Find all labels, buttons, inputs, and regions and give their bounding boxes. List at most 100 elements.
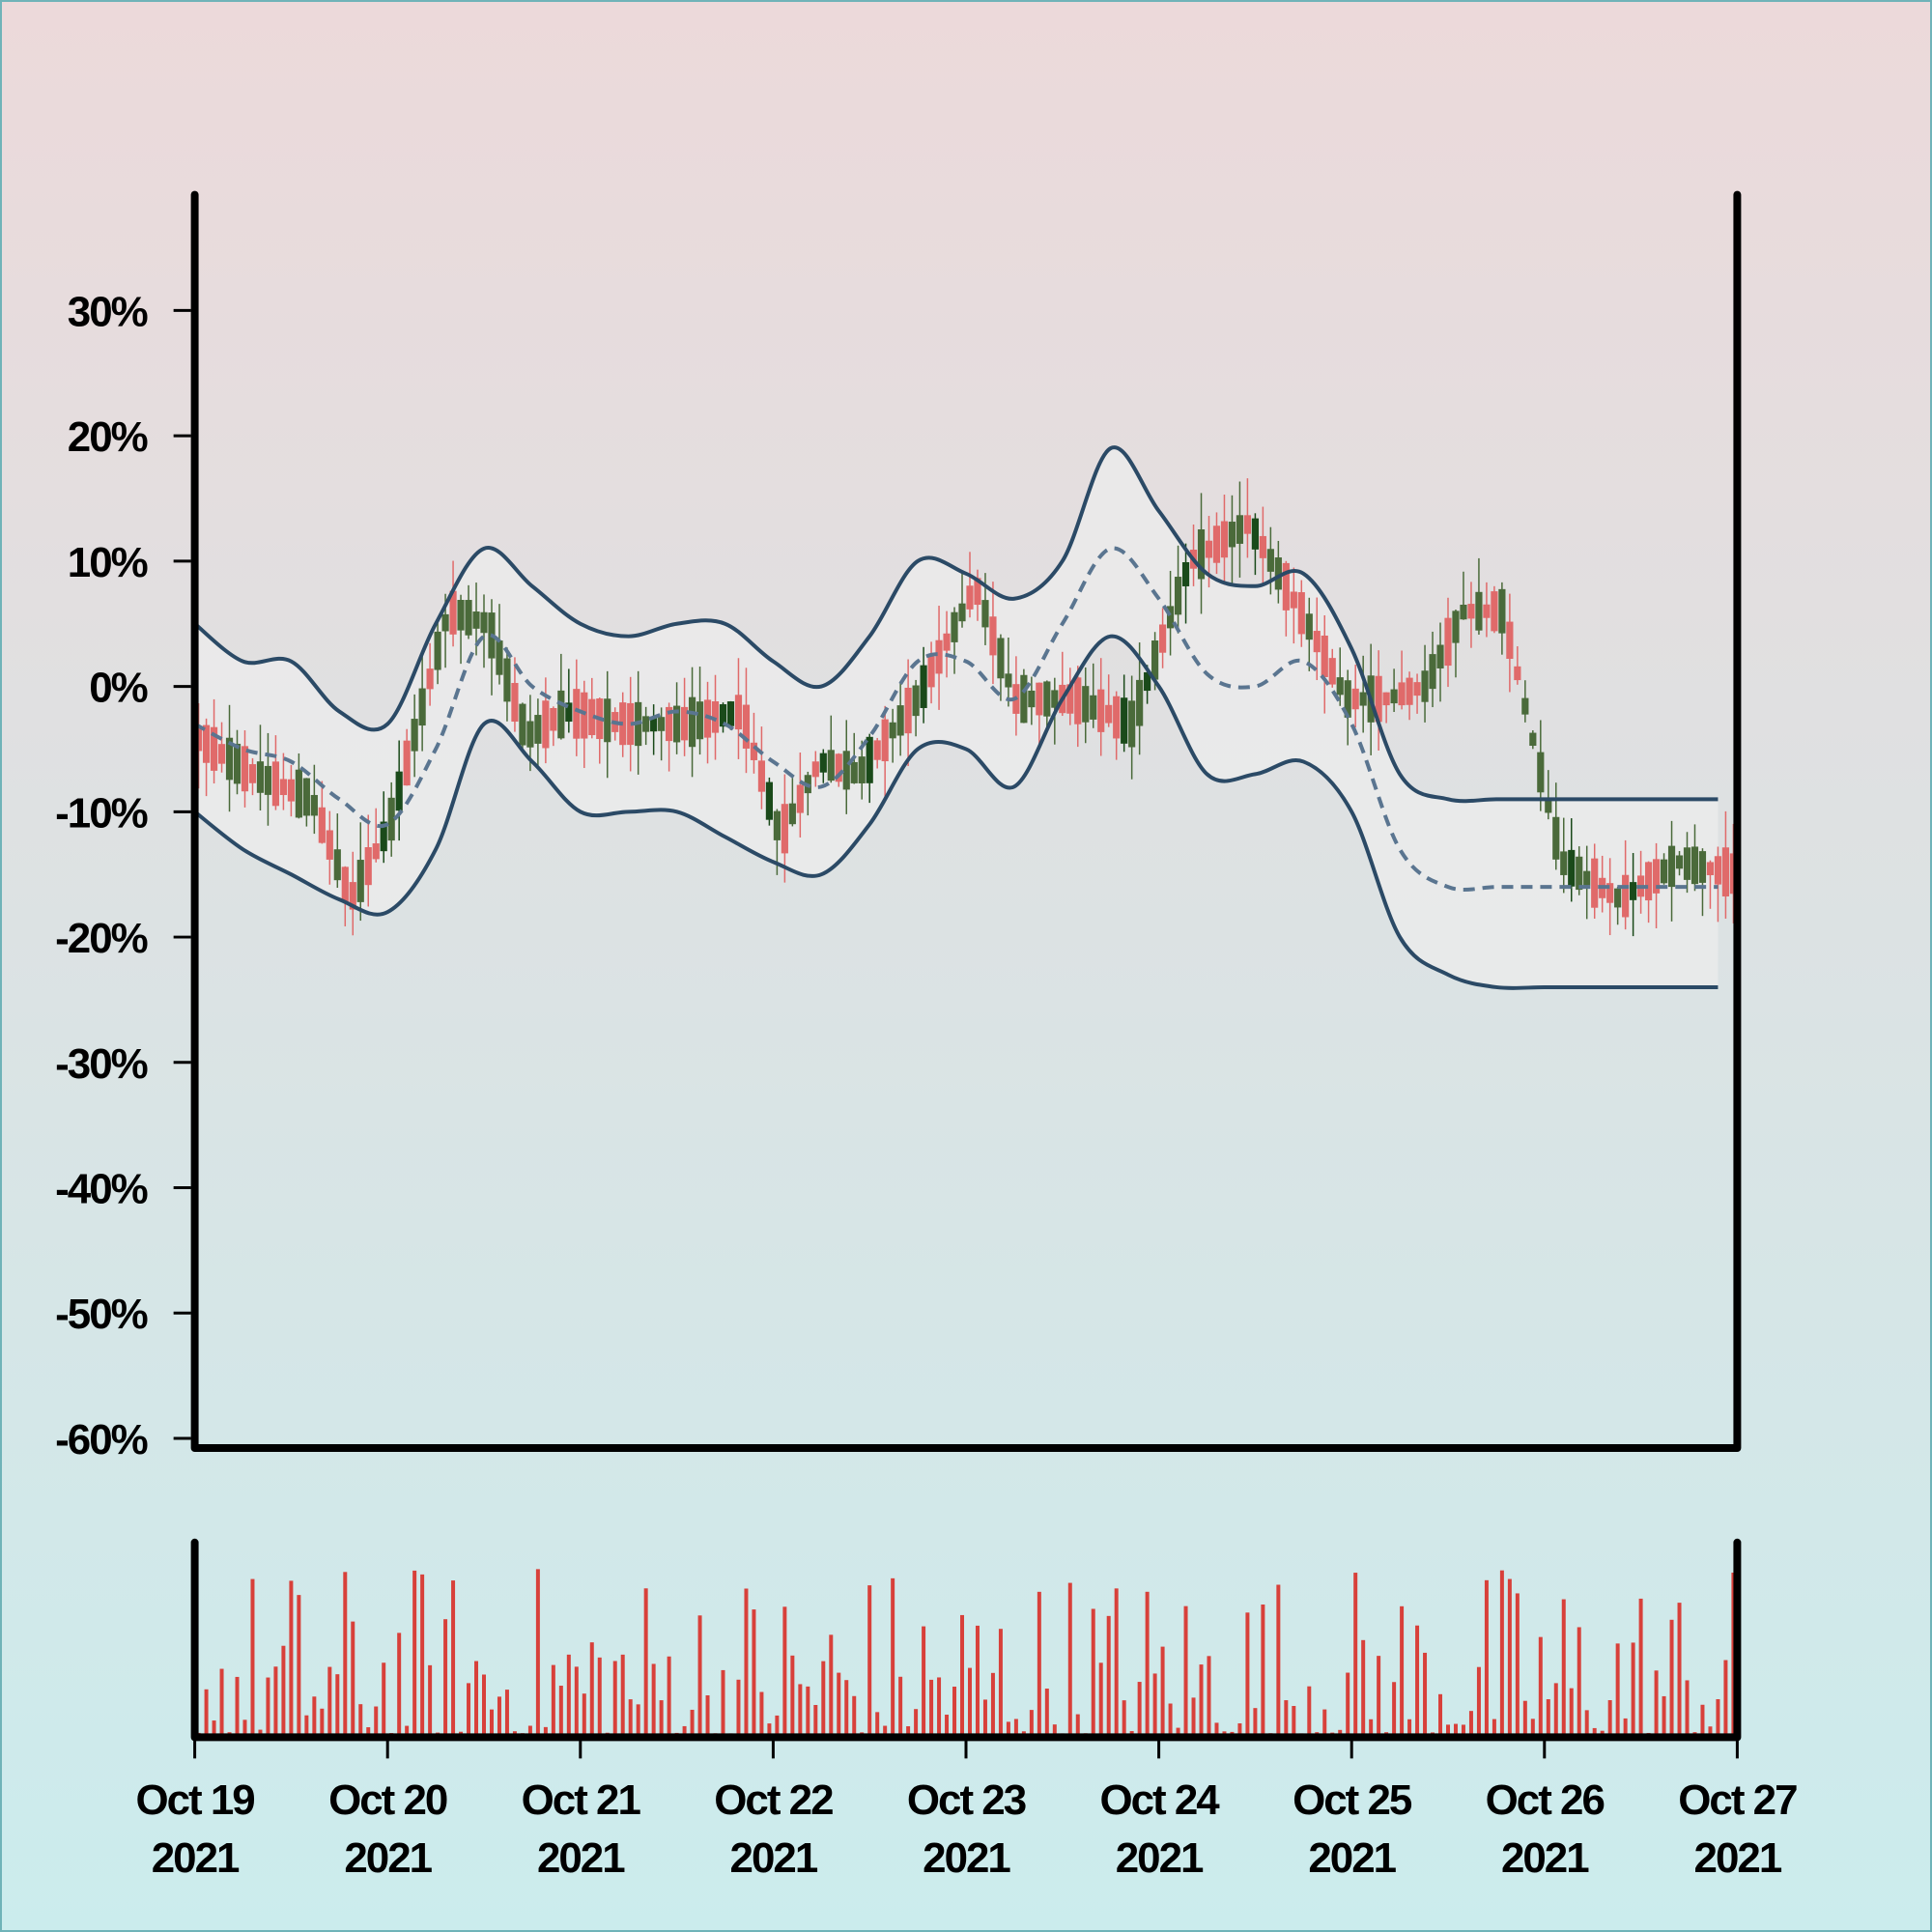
candle-body — [372, 843, 380, 860]
candle-body — [1506, 621, 1514, 660]
candle-body — [1591, 858, 1599, 908]
volume-bar — [242, 1719, 247, 1738]
candle-body — [210, 726, 218, 771]
volume-bar — [952, 1687, 957, 1738]
candle-body — [395, 771, 403, 811]
candle-body — [666, 706, 673, 742]
x-tick-year-label: 2021 — [344, 1834, 432, 1882]
candle-body — [943, 633, 951, 651]
candle-body — [1136, 679, 1144, 726]
candle-body — [511, 682, 519, 723]
volume-bar — [721, 1669, 725, 1738]
volume-bar — [1122, 1700, 1126, 1738]
candle-body — [457, 600, 465, 631]
candle-body — [1290, 591, 1297, 609]
volume-bar — [806, 1686, 810, 1738]
y-tick-label: 20% — [68, 413, 148, 461]
volume-bar — [867, 1585, 872, 1738]
volume-bar — [852, 1695, 857, 1738]
x-tick-label: Oct 22 — [714, 1776, 833, 1824]
volume-bar — [474, 1661, 479, 1738]
volume-bar — [1654, 1670, 1659, 1738]
candle-body — [1475, 591, 1483, 631]
volume-bar — [1515, 1593, 1520, 1738]
candle-body — [726, 701, 735, 726]
volume-bar — [351, 1621, 355, 1738]
volume-bar — [1623, 1718, 1628, 1738]
volume-bar — [875, 1712, 880, 1738]
volume-bar — [813, 1704, 818, 1738]
candle-body — [1336, 677, 1344, 696]
candle-body — [1390, 689, 1398, 704]
candle-body — [241, 746, 249, 792]
x-tick-label: Oct 24 — [1099, 1776, 1220, 1824]
candle-body — [719, 704, 727, 727]
y-tick-label: -10% — [55, 789, 147, 837]
volume-bar — [998, 1629, 1003, 1738]
volume-bar — [960, 1614, 965, 1738]
volume-bar — [382, 1662, 386, 1738]
volume-bar — [312, 1696, 317, 1738]
candle-body — [734, 695, 743, 730]
candle-body — [1090, 695, 1097, 720]
volume-bar — [898, 1676, 903, 1738]
volume-bar — [767, 1723, 772, 1738]
volume-bar — [744, 1588, 749, 1738]
candle-body — [1514, 666, 1521, 681]
candle-body — [703, 699, 712, 738]
candle-body — [827, 750, 835, 781]
volume-bar — [967, 1667, 972, 1738]
volume-bar — [527, 1725, 532, 1738]
volume-bar — [1245, 1612, 1250, 1738]
volume-bar — [1191, 1697, 1196, 1738]
y-tick-label: 10% — [68, 539, 148, 586]
candle-body — [1181, 561, 1190, 586]
volume-bar — [883, 1725, 888, 1738]
volume-bar — [1677, 1603, 1682, 1738]
candle-body — [642, 716, 650, 732]
candle-body — [796, 784, 804, 813]
candle-body — [1212, 526, 1221, 563]
volume-bar — [1584, 1710, 1589, 1738]
volume-bar — [636, 1704, 640, 1738]
candle-body — [426, 668, 434, 690]
volume-bar — [558, 1686, 563, 1738]
x-tick-year-label: 2021 — [1308, 1834, 1396, 1882]
candle-body — [1382, 692, 1390, 706]
volume-bar — [1075, 1714, 1080, 1738]
volume-bar — [1446, 1724, 1450, 1738]
candle-body — [1144, 671, 1151, 692]
candle-body — [1082, 686, 1090, 723]
candle-body — [1236, 515, 1244, 544]
candle-body — [866, 736, 873, 783]
candle-body — [997, 638, 1005, 679]
candle-body — [1197, 529, 1206, 580]
volume-bar — [1492, 1719, 1496, 1738]
volume-bar — [937, 1677, 942, 1738]
candle-body — [696, 701, 704, 740]
volume-bar — [1476, 1666, 1481, 1738]
candle-body — [989, 616, 997, 656]
candle-body — [974, 578, 981, 606]
volume-bar — [736, 1679, 741, 1738]
volume-bar — [327, 1666, 332, 1738]
volume-bar — [1091, 1608, 1095, 1738]
volume-bar — [366, 1727, 371, 1738]
volume-bar — [1669, 1619, 1674, 1738]
candle-body — [627, 702, 635, 746]
candle-body — [279, 779, 288, 796]
candle-body — [550, 707, 557, 731]
candle-body — [225, 737, 234, 781]
lower-band-line — [193, 634, 1719, 990]
candle-body — [1220, 521, 1229, 558]
candle-body — [1498, 588, 1506, 634]
volume-bar — [612, 1661, 617, 1738]
candle-body — [434, 631, 441, 670]
volume-bar — [289, 1580, 294, 1738]
volume-bar — [574, 1666, 579, 1738]
candle-body — [387, 797, 395, 841]
candle-body — [1074, 677, 1082, 724]
candle-body — [233, 743, 242, 784]
candle-body — [1205, 540, 1213, 558]
